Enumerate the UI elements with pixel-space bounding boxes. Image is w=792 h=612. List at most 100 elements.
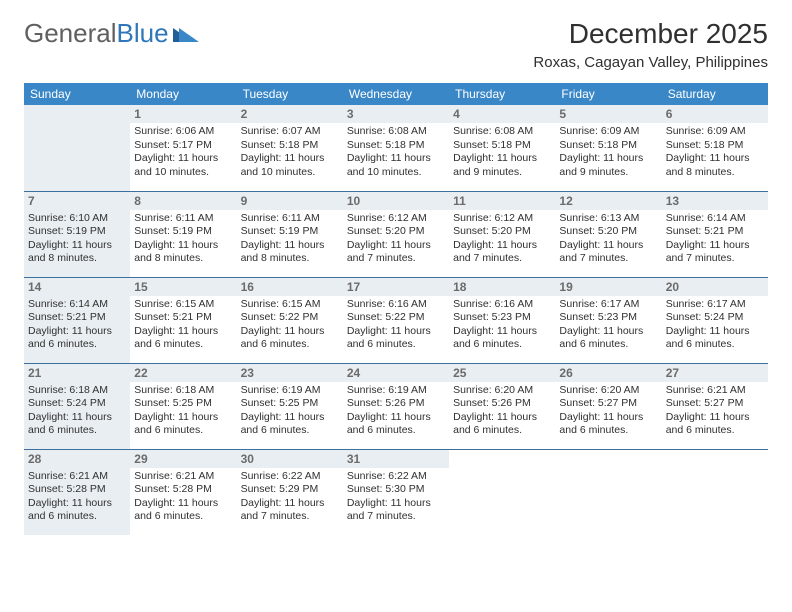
day-number: 14	[24, 278, 130, 296]
day-info: Sunrise: 6:10 AMSunset: 5:19 PMDaylight:…	[28, 212, 126, 267]
day-number: 19	[555, 278, 661, 296]
calendar-cell: 22 Sunrise: 6:18 AMSunset: 5:25 PMDayligh…	[130, 363, 236, 449]
day-number: 13	[662, 192, 768, 210]
brand-part1: General	[24, 18, 117, 49]
day-info: Sunrise: 6:12 AMSunset: 5:20 PMDaylight:…	[453, 212, 551, 267]
day-info: Sunrise: 6:08 AMSunset: 5:18 PMDaylight:…	[347, 125, 445, 180]
day-number: 22	[130, 364, 236, 382]
day-number: 28	[24, 450, 130, 468]
calendar-cell: 10 Sunrise: 6:12 AMSunset: 5:20 PMDayligh…	[343, 191, 449, 277]
day-info: Sunrise: 6:19 AMSunset: 5:25 PMDaylight:…	[241, 384, 339, 439]
calendar-cell: 17 Sunrise: 6:16 AMSunset: 5:22 PMDayligh…	[343, 277, 449, 363]
day-info: Sunrise: 6:15 AMSunset: 5:21 PMDaylight:…	[134, 298, 232, 353]
calendar-cell: 25Sunrise: 6:20 AMSunset: 5:26 PMDayligh…	[449, 363, 555, 449]
day-info: Sunrise: 6:14 AMSunset: 5:21 PMDaylight:…	[666, 212, 764, 267]
calendar-cell	[24, 105, 130, 191]
day-number: 21	[24, 364, 130, 382]
brand-part2: Blue	[117, 18, 169, 49]
day-info: Sunrise: 6:14 AMSunset: 5:21 PMDaylight:…	[28, 298, 126, 353]
day-info: Sunrise: 6:18 AMSunset: 5:25 PMDaylight:…	[134, 384, 232, 439]
calendar-cell	[555, 449, 661, 535]
page: GeneralBlue December 2025 Roxas, Cagayan…	[0, 0, 792, 535]
day-info: Sunrise: 6:12 AMSunset: 5:20 PMDaylight:…	[347, 212, 445, 267]
day-info: Sunrise: 6:07 AMSunset: 5:18 PMDaylight:…	[241, 125, 339, 180]
day-number: 2	[237, 105, 343, 123]
calendar-cell: 8Sunrise: 6:11 AMSunset: 5:19 PMDaylight…	[130, 191, 236, 277]
day-number: 16	[237, 278, 343, 296]
page-title: December 2025	[533, 18, 768, 50]
day-info: Sunrise: 6:20 AMSunset: 5:26 PMDaylight:…	[453, 384, 551, 439]
day-info: Sunrise: 6:13 AMSunset: 5:20 PMDaylight:…	[559, 212, 657, 267]
calendar-week-row: 14 Sunrise: 6:14 AMSunset: 5:21 PMDayligh…	[24, 277, 768, 363]
day-number: 11	[449, 192, 555, 210]
calendar-cell: 23 Sunrise: 6:19 AMSunset: 5:25 PMDayligh…	[237, 363, 343, 449]
calendar-cell: 18Sunrise: 6:16 AMSunset: 5:23 PMDayligh…	[449, 277, 555, 363]
weekday-header: Thursday	[449, 83, 555, 105]
day-info: Sunrise: 6:17 AMSunset: 5:24 PMDaylight:…	[666, 298, 764, 353]
day-info: Sunrise: 6:11 AMSunset: 5:19 PMDaylight:…	[241, 212, 339, 267]
calendar-body: 1Sunrise: 6:06 AMSunset: 5:17 PMDaylight…	[24, 105, 768, 535]
day-info: Sunrise: 6:16 AMSunset: 5:22 PMDaylight:…	[347, 298, 445, 353]
calendar-cell: 16 Sunrise: 6:15 AMSunset: 5:22 PMDayligh…	[237, 277, 343, 363]
day-number: 6	[662, 105, 768, 123]
day-info: Sunrise: 6:17 AMSunset: 5:23 PMDaylight:…	[559, 298, 657, 353]
calendar-cell: 29 Sunrise: 6:21 AMSunset: 5:28 PMDayligh…	[130, 449, 236, 535]
calendar-week-row: 28Sunrise: 6:21 AMSunset: 5:28 PMDayligh…	[24, 449, 768, 535]
calendar-cell: 4 Sunrise: 6:08 AMSunset: 5:18 PMDaylight…	[449, 105, 555, 191]
day-info: Sunrise: 6:21 AMSunset: 5:27 PMDaylight:…	[666, 384, 764, 439]
day-number: 4	[449, 105, 555, 123]
day-number: 29	[130, 450, 236, 468]
calendar-header-row: SundayMondayTuesdayWednesdayThursdayFrid…	[24, 83, 768, 105]
title-block: December 2025 Roxas, Cagayan Valley, Phi…	[533, 18, 768, 71]
day-info: Sunrise: 6:18 AMSunset: 5:24 PMDaylight:…	[28, 384, 126, 439]
day-number: 27	[662, 364, 768, 382]
calendar-week-row: 7 Sunrise: 6:10 AMSunset: 5:19 PMDaylight…	[24, 191, 768, 277]
day-number: 24	[343, 364, 449, 382]
day-number: 31	[343, 450, 449, 468]
day-number: 5	[555, 105, 661, 123]
calendar-cell: 27 Sunrise: 6:21 AMSunset: 5:27 PMDayligh…	[662, 363, 768, 449]
calendar-cell: 20Sunrise: 6:17 AMSunset: 5:24 PMDayligh…	[662, 277, 768, 363]
calendar-week-row: 1Sunrise: 6:06 AMSunset: 5:17 PMDaylight…	[24, 105, 768, 191]
calendar-table: SundayMondayTuesdayWednesdayThursdayFrid…	[24, 83, 768, 535]
brand-logo: GeneralBlue	[24, 18, 203, 49]
day-info: Sunrise: 6:21 AMSunset: 5:28 PMDaylight:…	[134, 470, 232, 525]
day-number: 15	[130, 278, 236, 296]
calendar-cell	[449, 449, 555, 535]
day-info: Sunrise: 6:08 AMSunset: 5:18 PMDaylight:…	[453, 125, 551, 180]
calendar-cell: 5Sunrise: 6:09 AMSunset: 5:18 PMDaylight…	[555, 105, 661, 191]
day-info: Sunrise: 6:22 AMSunset: 5:30 PMDaylight:…	[347, 470, 445, 525]
day-number: 18	[449, 278, 555, 296]
calendar-cell: 14 Sunrise: 6:14 AMSunset: 5:21 PMDayligh…	[24, 277, 130, 363]
day-number: 8	[130, 192, 236, 210]
calendar-cell: 19 Sunrise: 6:17 AMSunset: 5:23 PMDayligh…	[555, 277, 661, 363]
calendar-week-row: 21 Sunrise: 6:18 AMSunset: 5:24 PMDayligh…	[24, 363, 768, 449]
day-info: Sunrise: 6:09 AMSunset: 5:18 PMDaylight:…	[666, 125, 764, 180]
calendar-cell: 6 Sunrise: 6:09 AMSunset: 5:18 PMDaylight…	[662, 105, 768, 191]
day-number: 10	[343, 192, 449, 210]
day-info: Sunrise: 6:15 AMSunset: 5:22 PMDaylight:…	[241, 298, 339, 353]
day-number: 7	[24, 192, 130, 210]
weekday-header: Wednesday	[343, 83, 449, 105]
calendar-cell: 21 Sunrise: 6:18 AMSunset: 5:24 PMDayligh…	[24, 363, 130, 449]
page-subtitle: Roxas, Cagayan Valley, Philippines	[533, 54, 768, 71]
calendar-cell: 28 Sunrise: 6:21 AMSunset: 5:28 PMDayligh…	[24, 449, 130, 535]
calendar-cell: 11 Sunrise: 6:12 AMSunset: 5:20 PMDayligh…	[449, 191, 555, 277]
calendar-cell: 12 Sunrise: 6:13 AMSunset: 5:20 PMDayligh…	[555, 191, 661, 277]
calendar-cell: 15 Sunrise: 6:15 AMSunset: 5:21 PMDayligh…	[130, 277, 236, 363]
calendar-cell: 30Sunrise: 6:22 AMSunset: 5:29 PMDayligh…	[237, 449, 343, 535]
day-number: 12	[555, 192, 661, 210]
calendar-cell	[662, 449, 768, 535]
day-info: Sunrise: 6:21 AMSunset: 5:28 PMDaylight:…	[28, 470, 126, 525]
calendar-cell: 31 Sunrise: 6:22 AMSunset: 5:30 PMDayligh…	[343, 449, 449, 535]
brand-mark-icon	[173, 18, 203, 49]
day-number: 1	[130, 105, 236, 123]
day-number: 30	[237, 450, 343, 468]
day-info: Sunrise: 6:20 AMSunset: 5:27 PMDaylight:…	[559, 384, 657, 439]
calendar-cell: 24 Sunrise: 6:19 AMSunset: 5:26 PMDayligh…	[343, 363, 449, 449]
day-number: 23	[237, 364, 343, 382]
day-info: Sunrise: 6:19 AMSunset: 5:26 PMDaylight:…	[347, 384, 445, 439]
day-number: 17	[343, 278, 449, 296]
day-number: 26	[555, 364, 661, 382]
weekday-header: Tuesday	[237, 83, 343, 105]
